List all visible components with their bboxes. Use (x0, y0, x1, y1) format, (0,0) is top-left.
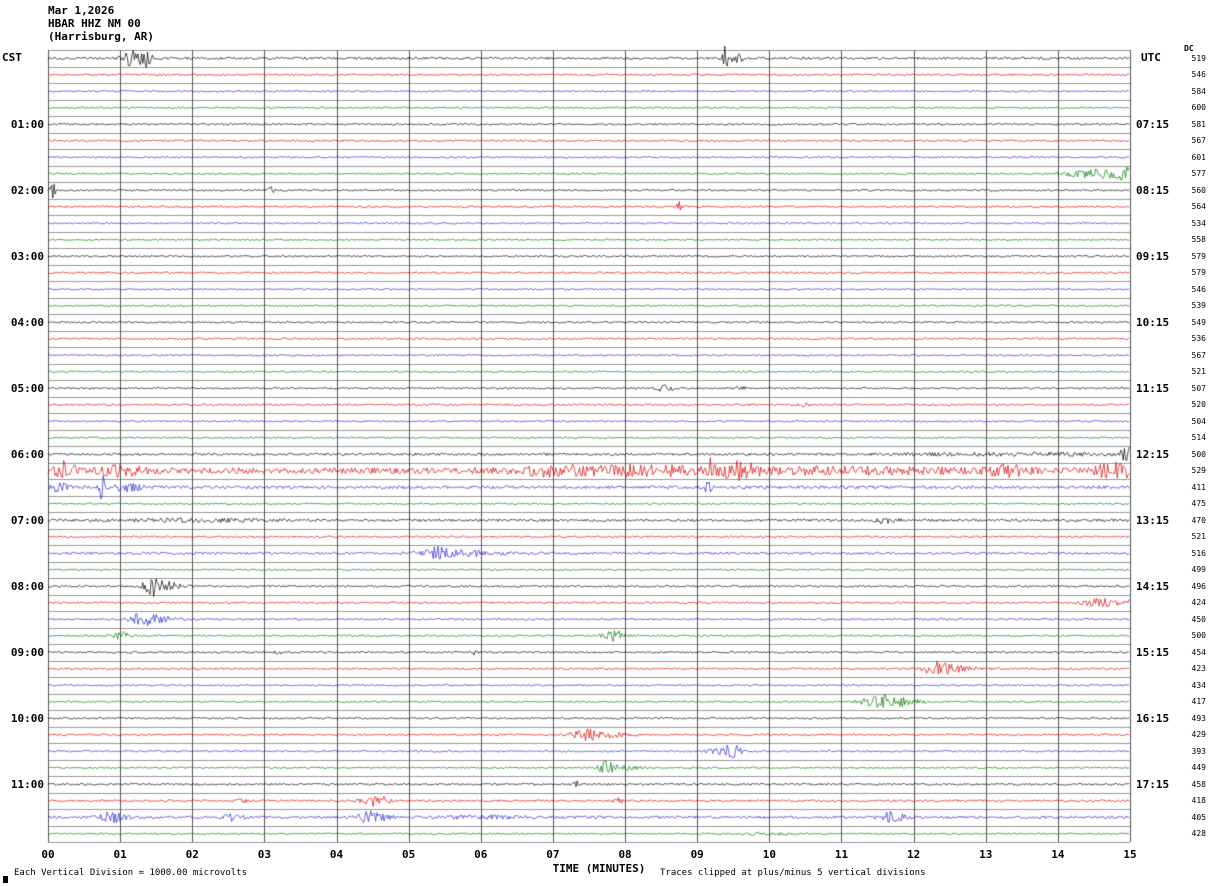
x-tick-label: 03 (257, 848, 272, 861)
x-tick-label: 04 (329, 848, 344, 861)
dc-value: 454 (1191, 647, 1206, 657)
dc-value: 470 (1191, 515, 1206, 525)
dc-value: 579 (1191, 268, 1206, 278)
dc-value: 405 (1191, 812, 1206, 822)
dc-value: 521 (1191, 532, 1206, 542)
dc-value: 458 (1191, 779, 1206, 789)
x-tick-label: 11 (834, 848, 849, 861)
dc-value: 534 (1191, 218, 1206, 228)
x-tick-label: 05 (402, 848, 416, 861)
dc-value: 429 (1191, 730, 1206, 740)
x-tick-label: 02 (185, 848, 199, 861)
hour-label-utc: 14:15 (1136, 579, 1170, 593)
dc-value: 504 (1191, 416, 1206, 426)
title-block: Mar 1,2026 HBAR HHZ NM 00 (Harrisburg, A… (48, 4, 154, 43)
dc-value: 434 (1191, 680, 1206, 690)
hour-label-utc: 10:15 (1136, 315, 1170, 329)
location-label: (Harrisburg, AR) (48, 30, 154, 43)
dc-value: 520 (1191, 400, 1206, 410)
dc-value: 529 (1191, 466, 1206, 476)
dc-value: 536 (1191, 334, 1206, 344)
hour-label-cst: 01:00 (10, 117, 44, 131)
dc-value: 558 (1191, 235, 1206, 245)
hour-label-utc: 07:15 (1136, 117, 1170, 131)
hour-label-utc: 13:15 (1136, 513, 1170, 527)
footer-clip-note: Traces clipped at plus/minus 5 vertical … (660, 868, 926, 878)
dc-value: 418 (1191, 796, 1206, 806)
dc-value: 601 (1191, 152, 1206, 162)
hour-label-cst: 07:00 (10, 513, 44, 527)
dc-value: 560 (1191, 185, 1206, 195)
hour-label-utc: 12:15 (1136, 447, 1170, 461)
x-tick-label: 12 (906, 848, 921, 861)
dc-column-title: DC (1184, 44, 1194, 53)
dc-value: 519 (1191, 53, 1206, 63)
dc-value: 393 (1191, 746, 1206, 756)
dc-value: 428 (1191, 829, 1206, 839)
hour-label-utc: 09:15 (1136, 249, 1170, 263)
dc-value: 549 (1191, 317, 1206, 327)
x-tick-label: 13 (979, 848, 993, 861)
dc-value: 449 (1191, 763, 1206, 773)
hour-label-cst: 02:00 (10, 183, 44, 197)
dc-value: 577 (1191, 169, 1206, 179)
hour-label-utc: 15:15 (1136, 645, 1170, 659)
dc-value: 475 (1191, 499, 1206, 509)
right-axis-title: UTC (1141, 51, 1161, 64)
dc-value: 496 (1191, 581, 1206, 591)
hour-label-cst: 10:00 (10, 711, 44, 725)
x-axis-title: TIME (MINUTES) (552, 862, 646, 875)
hour-label-cst: 08:00 (10, 579, 44, 593)
x-tick-label: 14 (1051, 848, 1065, 861)
dc-value: 546 (1191, 284, 1206, 294)
dc-value: 546 (1191, 70, 1206, 80)
hour-label-cst: 04:00 (10, 315, 44, 329)
x-tick-label: 08 (618, 848, 632, 861)
dc-value: 500 (1191, 631, 1206, 641)
hour-label-cst: 09:00 (10, 645, 44, 659)
dc-value: 423 (1191, 664, 1206, 674)
dc-value: 450 (1191, 614, 1206, 624)
hour-label-utc: 17:15 (1136, 777, 1170, 791)
dc-value: 411 (1191, 482, 1206, 492)
x-tick-label: 15 (1123, 848, 1137, 861)
hour-label-utc: 08:15 (1136, 183, 1170, 197)
x-tick-label: 00 (41, 848, 55, 861)
hour-label-cst: 05:00 (10, 381, 44, 395)
dc-value: 579 (1191, 251, 1206, 261)
left-axis-title: CST (2, 51, 22, 64)
dc-value: 500 (1191, 449, 1206, 459)
x-tick-label: 10 (762, 848, 776, 861)
dc-value: 567 (1191, 136, 1206, 146)
hour-label-utc: 11:15 (1136, 381, 1170, 395)
dc-value: 507 (1191, 383, 1206, 393)
footer-scale-note: Each Vertical Division = 1000.00 microvo… (14, 868, 247, 878)
dc-value: 521 (1191, 367, 1206, 377)
dc-value: 539 (1191, 301, 1206, 311)
hour-label-cst: 06:00 (10, 447, 44, 461)
dc-value: 600 (1191, 103, 1206, 113)
dc-value: 581 (1191, 119, 1206, 129)
dc-value: 493 (1191, 713, 1206, 723)
dc-value: 417 (1191, 697, 1206, 707)
hour-label-cst: 11:00 (10, 777, 44, 791)
hour-label-utc: 16:15 (1136, 711, 1170, 725)
date-label: Mar 1,2026 (48, 4, 115, 17)
dc-value: 514 (1191, 433, 1206, 443)
dc-value: 564 (1191, 202, 1206, 212)
x-tick-label: 09 (690, 848, 704, 861)
dc-value: 567 (1191, 350, 1206, 360)
x-tick-label: 07 (546, 848, 560, 861)
dc-value: 516 (1191, 548, 1206, 558)
corner-mark (3, 876, 8, 883)
dc-value: 499 (1191, 565, 1206, 575)
x-tick-label: 06 (474, 848, 488, 861)
station-label: HBAR HHZ NM 00 (48, 17, 141, 30)
hour-label-cst: 03:00 (10, 249, 44, 263)
x-tick-label: 01 (113, 848, 127, 861)
dc-value: 424 (1191, 598, 1206, 608)
dc-value: 584 (1191, 86, 1206, 96)
